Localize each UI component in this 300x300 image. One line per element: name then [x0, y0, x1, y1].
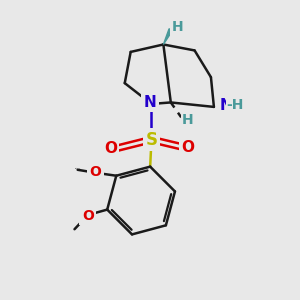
Text: H: H	[172, 20, 183, 34]
Text: S: S	[146, 130, 158, 148]
Text: -H: -H	[226, 98, 244, 112]
Text: O: O	[104, 141, 117, 156]
Text: H: H	[182, 113, 194, 127]
Text: N: N	[219, 98, 232, 113]
Text: O: O	[82, 209, 94, 223]
Text: O: O	[89, 165, 101, 179]
Text: O: O	[182, 140, 194, 154]
Text: N: N	[144, 95, 156, 110]
Text: methoxy: methoxy	[75, 168, 81, 169]
Polygon shape	[164, 29, 172, 44]
